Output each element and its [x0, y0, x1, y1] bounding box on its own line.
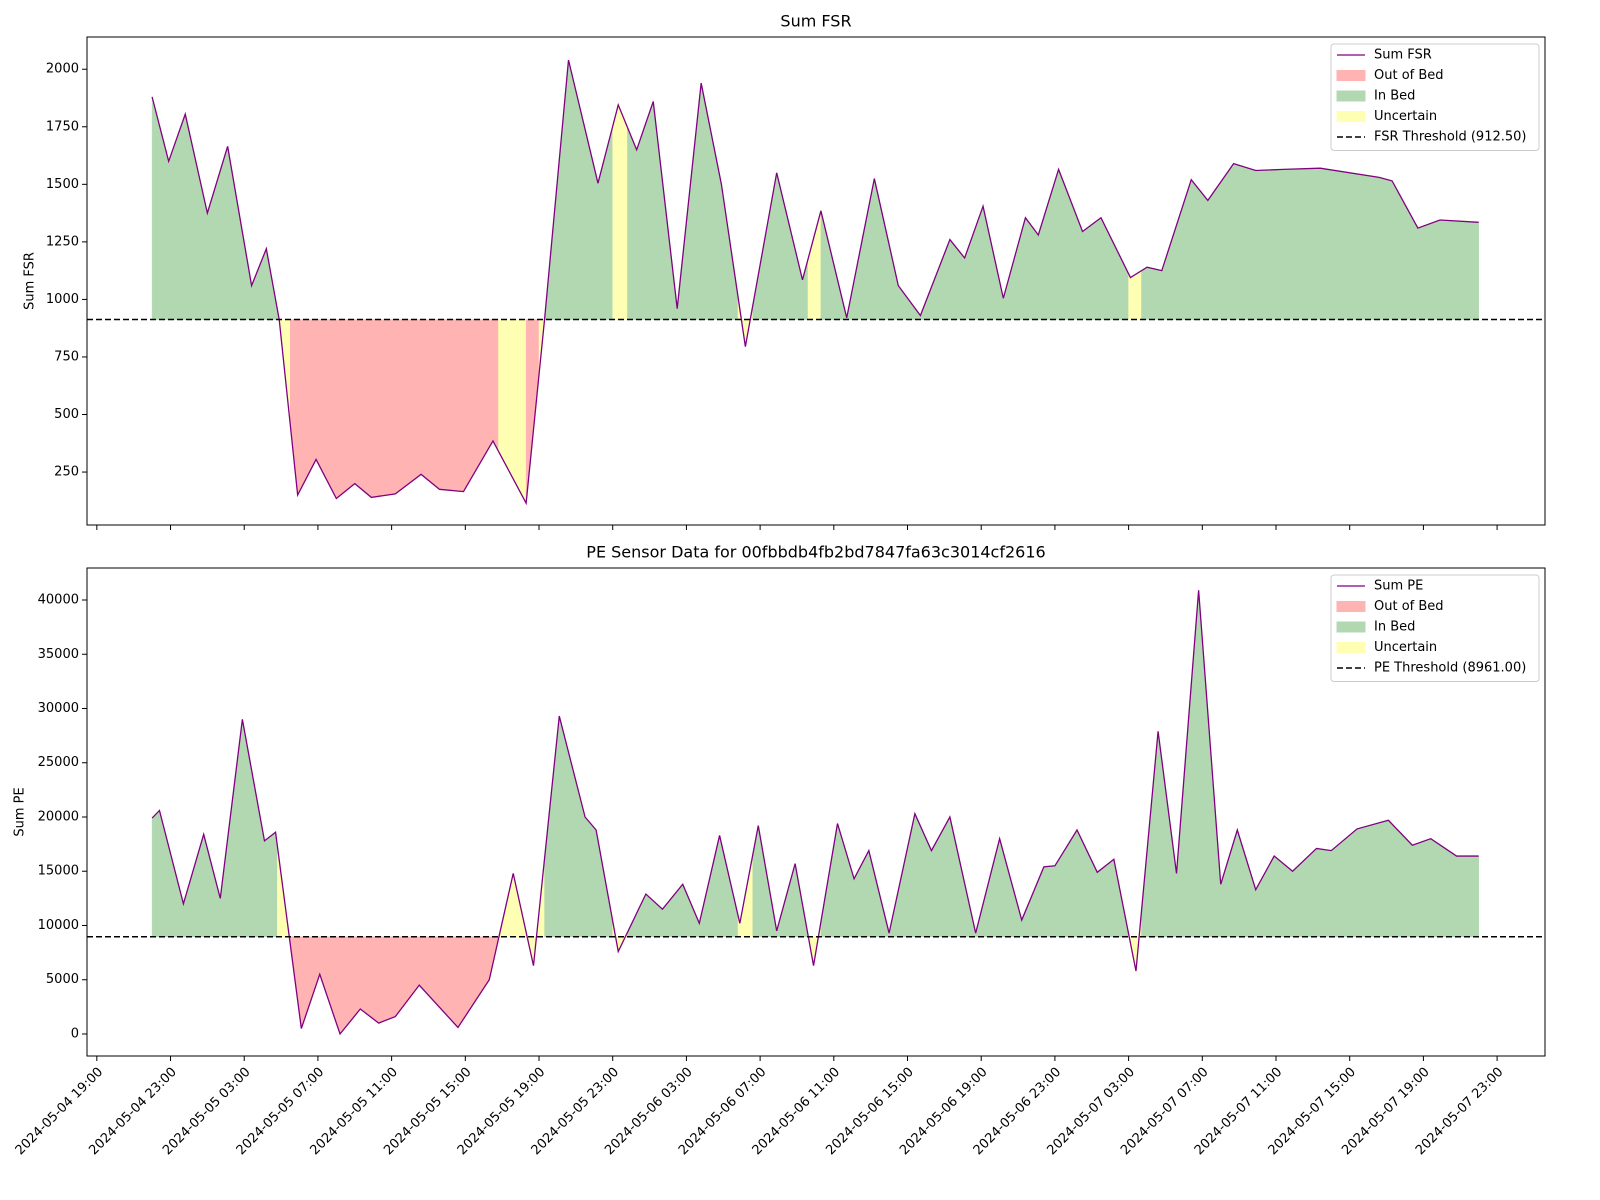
y-tick-label: 0	[71, 1026, 79, 1041]
data-line	[151, 59, 1479, 506]
legend-patch	[1336, 642, 1366, 653]
legend-patch	[1336, 111, 1366, 122]
region-fill	[627, 82, 739, 320]
legend-label: Uncertain	[1374, 109, 1437, 124]
region-fill	[1141, 163, 1479, 320]
region-fill	[627, 835, 739, 938]
y-tick-label: 500	[54, 407, 79, 422]
y-tick-label: 1500	[46, 177, 79, 192]
region-fill	[151, 96, 280, 320]
legend-patch	[1336, 90, 1366, 102]
legend-label: In Bed	[1374, 89, 1415, 104]
y-tick-label: 35000	[38, 647, 79, 662]
y-tick-label: 750	[54, 349, 79, 364]
y-tick-label: 1000	[46, 292, 79, 307]
region-fill	[737, 296, 753, 347]
region-fill	[807, 210, 822, 320]
y-tick-label: 25000	[38, 755, 79, 770]
legend-label: Sum FSR	[1374, 48, 1432, 63]
region-fill	[290, 936, 499, 1035]
chart-title: Sum FSR	[780, 12, 851, 31]
legend-label: Out of Bed	[1374, 599, 1444, 614]
legend-label: FSR Threshold (912.50)	[1374, 130, 1527, 145]
legend-patch	[1336, 70, 1366, 81]
axes-frame	[86, 36, 1546, 526]
legend-label: Uncertain	[1374, 640, 1437, 655]
y-tick-label: 1250	[46, 234, 79, 249]
chart-title: PE Sensor Data for 00fbbdb4fb2bd7847fa63…	[586, 543, 1045, 562]
region-fill	[820, 812, 1129, 938]
region-fill	[151, 719, 278, 938]
y-axis-label: Sum FSR	[23, 252, 38, 310]
y-tick-label: 30000	[38, 701, 79, 716]
data-line	[151, 590, 1479, 1036]
axes-frame	[86, 567, 1546, 1057]
region-fill	[498, 319, 527, 504]
y-tick-label: 250	[54, 465, 79, 480]
y-tick-label: 20000	[38, 809, 79, 824]
legend-label: In Bed	[1374, 620, 1415, 635]
legend-box	[1330, 574, 1540, 682]
y-tick-label: 2000	[46, 62, 79, 77]
legend-label: PE Threshold (8961.00)	[1374, 661, 1526, 676]
y-tick-label: 5000	[46, 972, 79, 987]
region-fill	[290, 319, 499, 499]
y-tick-label: 15000	[38, 864, 79, 879]
y-tick-label: 40000	[38, 593, 79, 608]
region-fill	[752, 172, 809, 320]
region-fill	[544, 59, 613, 320]
region-fill	[820, 168, 1129, 320]
legend-patch	[1336, 621, 1366, 633]
y-tick-label: 1750	[46, 119, 79, 134]
region-fill	[612, 104, 628, 320]
y-axis-label: Sum PE	[13, 787, 28, 836]
region-fill	[544, 716, 613, 938]
region-fill	[525, 319, 540, 504]
legend-label: Sum PE	[1374, 579, 1423, 594]
y-tick-label: 10000	[38, 918, 79, 933]
legend-box	[1330, 43, 1540, 151]
legend-patch	[1336, 601, 1366, 612]
legend-label: Out of Bed	[1374, 68, 1444, 83]
